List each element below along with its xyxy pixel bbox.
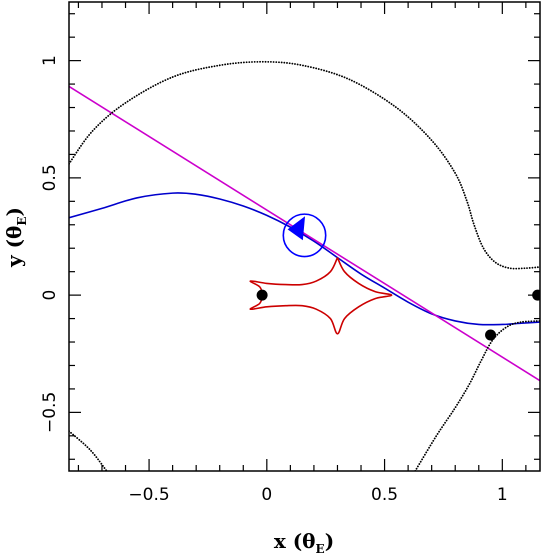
x-axis-title-sub: E (316, 542, 325, 555)
x-tick-label: 1 (497, 485, 508, 505)
x-axis-title-main: x (θ (274, 529, 316, 553)
series-critical-curve-lower (414, 320, 540, 471)
series-critical-curve-upper (69, 60, 540, 270)
y-axis-title-main: y (θ (2, 226, 26, 268)
series-critical-curve-left (69, 430, 108, 471)
series-source-trajectory (69, 192, 540, 326)
tick-layer: −0.5 0 0.5 1 −0.5 0 0.5 1 (40, 2, 540, 505)
y-tick-label: 1 (40, 55, 60, 66)
plot-frame (68, 1, 541, 472)
series-caustic (249, 257, 393, 335)
y-axis-title-sub: E (15, 216, 29, 225)
series-binary-axis (69, 85, 540, 382)
x-tick-label: 0.5 (371, 485, 398, 505)
y-axis-title: y (θE) (2, 207, 29, 268)
trajectory-arrow (287, 216, 306, 241)
y-tick-label: 0 (40, 290, 60, 301)
y-tick-label: 0.5 (40, 164, 60, 191)
lens-point-0 (256, 289, 268, 301)
x-tick-label: −0.5 (128, 485, 169, 505)
x-tick-label: 0 (261, 485, 272, 505)
x-axis-title: x (θE) (274, 529, 334, 555)
x-axis-title-close: ) (325, 529, 334, 553)
image-point-2 (485, 329, 497, 341)
data-layer (69, 60, 540, 471)
y-tick-label: −0.5 (40, 392, 60, 433)
y-axis-title-close: ) (2, 207, 26, 216)
source-circle (282, 213, 327, 258)
